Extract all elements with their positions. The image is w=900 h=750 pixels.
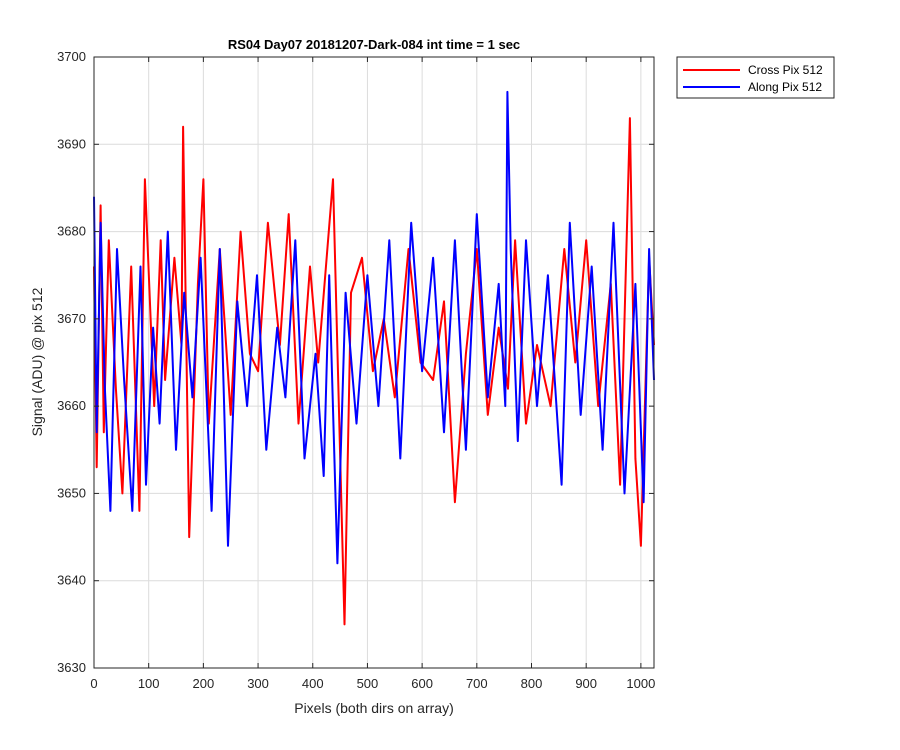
x-tick-label: 0 [90, 676, 97, 691]
plot-area-border [93, 56, 655, 669]
y-tick-label: 3700 [57, 49, 86, 64]
y-axis-label: Signal (ADU) @ pix 512 [29, 287, 45, 436]
x-tick-label: 300 [247, 676, 269, 691]
x-tick-label: 500 [357, 676, 379, 691]
x-tick-labels: 0 100 200 300 400 500 600 700 800 900 1000 [90, 676, 655, 691]
y-tick-label: 3630 [57, 660, 86, 675]
legend-label-along: Along Pix 512 [748, 80, 822, 94]
x-tick-label: 600 [411, 676, 433, 691]
x-tick-label: 400 [302, 676, 324, 691]
x-tick-label: 700 [466, 676, 488, 691]
series-layer [93, 90, 655, 626]
series-line-cross-pix [93, 117, 655, 626]
y-tick-label: 3690 [57, 136, 86, 151]
legend: Cross Pix 512 Along Pix 512 [676, 56, 835, 99]
axis-ticks [93, 56, 654, 669]
legend-label-cross: Cross Pix 512 [748, 63, 823, 77]
x-tick-label: 900 [575, 676, 597, 691]
x-tick-label: 100 [138, 676, 160, 691]
y-tick-label: 3650 [57, 485, 86, 500]
y-tick-label: 3670 [57, 311, 86, 326]
series-line-along-pix [93, 90, 655, 565]
y-tick-label: 3660 [57, 398, 86, 413]
x-tick-label: 800 [521, 676, 543, 691]
x-axis-label: Pixels (both dirs on array) [294, 700, 454, 716]
y-tick-label: 3680 [57, 224, 86, 239]
x-tick-label: 200 [193, 676, 215, 691]
legend-box [676, 56, 835, 99]
x-tick-label: 1000 [626, 676, 655, 691]
y-tick-label: 3640 [57, 573, 86, 588]
chart-title: RS04 Day07 20181207-Dark-084 int time = … [228, 37, 520, 52]
y-tick-labels: 3630 3640 3650 3660 3670 3680 3690 3700 [57, 49, 86, 675]
